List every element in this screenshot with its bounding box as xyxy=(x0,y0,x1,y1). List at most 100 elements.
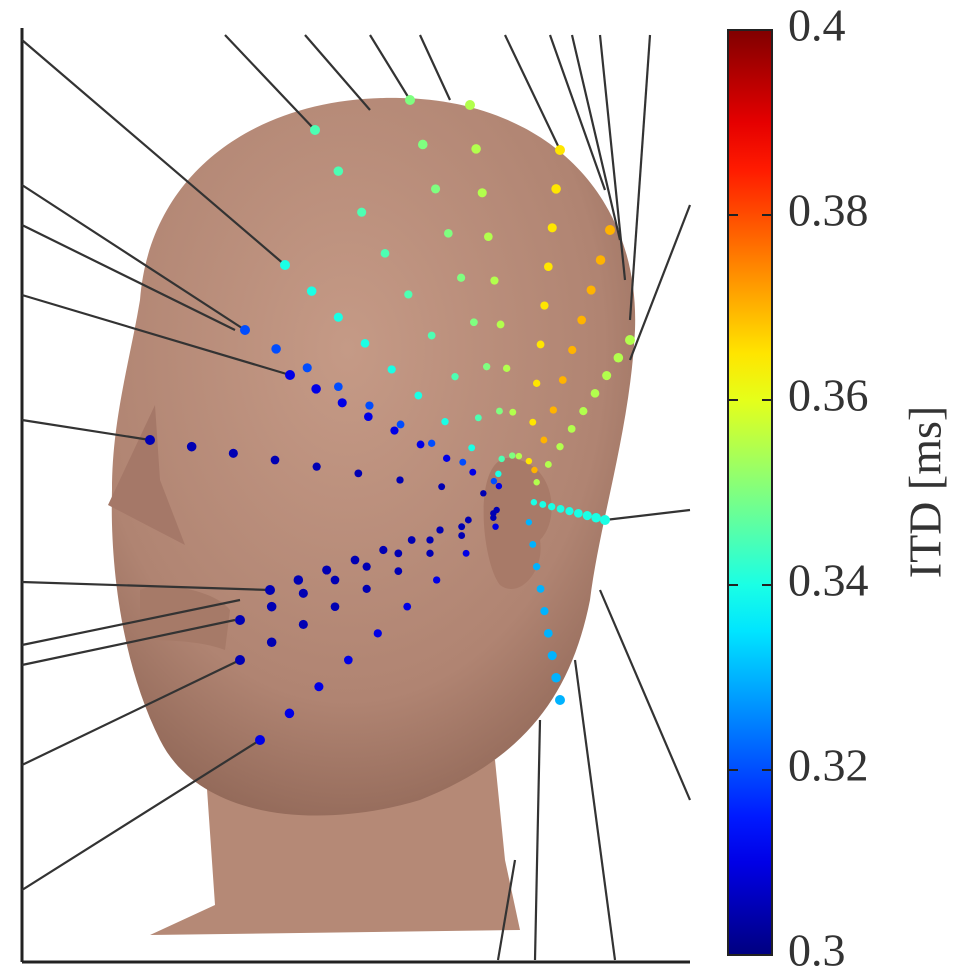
sample-point xyxy=(388,365,396,373)
sample-point xyxy=(441,418,448,425)
sample-point xyxy=(374,629,382,637)
sample-point xyxy=(426,536,433,543)
sample-point xyxy=(397,421,405,429)
sample-point xyxy=(503,365,510,372)
sample-point xyxy=(497,321,505,329)
head-model xyxy=(108,98,635,935)
sample-point xyxy=(537,341,545,349)
sample-point xyxy=(307,286,317,296)
sample-point xyxy=(379,546,387,554)
tick-label: 0.36 xyxy=(788,370,869,421)
sample-point xyxy=(310,125,320,135)
sample-point xyxy=(331,602,340,611)
ray xyxy=(305,35,370,110)
sample-point xyxy=(240,325,250,335)
sample-point xyxy=(438,483,445,490)
sample-point xyxy=(311,384,321,394)
sample-point xyxy=(408,536,416,544)
sample-point xyxy=(299,620,308,629)
sample-point xyxy=(285,370,295,380)
sample-point xyxy=(334,382,343,391)
sample-point xyxy=(364,412,373,421)
sample-point xyxy=(509,452,515,458)
sample-point xyxy=(361,339,370,348)
ray xyxy=(420,35,450,100)
sample-point xyxy=(414,392,422,400)
sample-point xyxy=(470,318,478,326)
sample-point xyxy=(403,603,411,611)
sample-point xyxy=(458,523,465,530)
tick-label: 0.4 xyxy=(788,0,846,51)
sample-point xyxy=(404,290,412,298)
sample-point xyxy=(614,353,624,363)
sample-point xyxy=(428,332,436,340)
sample-point xyxy=(363,585,371,593)
sample-point xyxy=(551,673,561,683)
sample-point xyxy=(390,426,398,434)
sample-point xyxy=(600,515,610,525)
ray xyxy=(370,35,410,100)
sample-point xyxy=(394,567,402,575)
sample-point xyxy=(285,709,295,719)
sample-point xyxy=(516,453,522,459)
sample-point xyxy=(540,437,547,444)
sample-point xyxy=(235,655,245,665)
sample-point xyxy=(459,459,466,466)
sample-point xyxy=(591,389,600,398)
sample-point xyxy=(145,435,155,445)
sample-point xyxy=(436,526,443,533)
sample-point xyxy=(548,503,555,510)
sample-point xyxy=(468,444,475,451)
sample-point xyxy=(299,589,308,598)
sample-point xyxy=(490,276,498,284)
sample-point xyxy=(526,519,532,525)
sample-point xyxy=(529,541,536,548)
sample-point xyxy=(492,523,498,529)
sample-point xyxy=(338,398,347,407)
sample-point xyxy=(551,184,561,194)
ray xyxy=(630,35,650,320)
sample-point xyxy=(557,505,565,513)
sample-point xyxy=(365,401,373,409)
sample-point xyxy=(583,511,592,520)
sample-point xyxy=(267,602,277,612)
colorbar xyxy=(728,30,772,955)
figure: ITD [ms] 0.30.320.340.360.380.4 xyxy=(0,0,954,976)
sample-point xyxy=(265,585,275,595)
sample-point xyxy=(533,479,539,485)
tick-label: 0.32 xyxy=(788,740,869,791)
sample-point xyxy=(381,249,390,258)
sample-point xyxy=(568,425,576,433)
sample-point xyxy=(596,255,606,265)
sample-point xyxy=(498,456,504,462)
sample-point xyxy=(496,408,503,415)
sample-point xyxy=(491,478,497,484)
sample-point xyxy=(496,483,502,489)
sample-point xyxy=(357,208,366,217)
head xyxy=(112,98,635,816)
sample-point xyxy=(426,550,433,557)
sample-point xyxy=(555,145,565,155)
sample-point xyxy=(235,615,245,625)
sample-point xyxy=(490,515,496,521)
sample-point xyxy=(602,371,611,380)
sample-point xyxy=(526,458,532,464)
sample-point xyxy=(229,449,238,458)
sample-point xyxy=(463,550,470,557)
sample-point xyxy=(294,575,304,585)
sample-point xyxy=(405,95,415,105)
ray xyxy=(600,590,690,800)
sample-point xyxy=(187,442,197,452)
sample-point xyxy=(587,285,596,294)
sample-point xyxy=(428,440,435,447)
sample-point xyxy=(465,100,475,110)
sample-point xyxy=(540,607,548,615)
sample-point xyxy=(478,188,487,197)
sample-point xyxy=(465,517,472,524)
sample-point xyxy=(475,414,482,421)
sample-point xyxy=(625,335,635,345)
sample-point xyxy=(255,735,265,745)
sample-point xyxy=(559,376,567,384)
sample-point xyxy=(483,363,490,370)
sample-point xyxy=(484,232,493,241)
